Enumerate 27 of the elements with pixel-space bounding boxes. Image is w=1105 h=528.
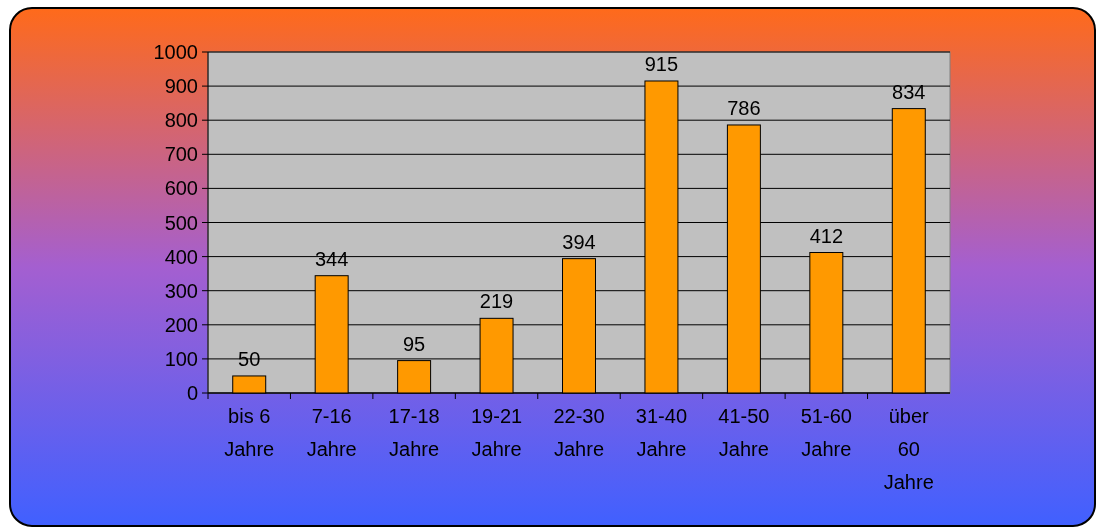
y-tick-label: 400 <box>164 245 198 268</box>
y-tick-label: 600 <box>164 177 198 200</box>
y-tick-label: 1000 <box>153 41 198 63</box>
data-label: 219 <box>479 290 514 313</box>
x-tick-label: 17-18 Jahre <box>388 405 440 460</box>
y-tick-label: 100 <box>164 347 198 370</box>
x-tick-label: bis 6 Jahre <box>224 405 275 460</box>
data-label: 394 <box>562 230 596 253</box>
data-label: 834 <box>892 80 926 103</box>
y-tick-label: 700 <box>164 143 198 166</box>
data-label: 412 <box>809 224 844 247</box>
y-tick-label: 200 <box>164 313 198 336</box>
y-tick-label: 800 <box>164 109 198 132</box>
x-tick-label: 7-16 Jahre <box>306 405 357 460</box>
y-tick-label: 900 <box>164 75 198 98</box>
y-tick-label: 500 <box>164 211 198 234</box>
x-tick-label: 51-60 Jahre <box>800 405 852 460</box>
x-tick-label: über 60 Jahre <box>883 405 934 493</box>
data-label: 786 <box>727 96 761 119</box>
x-tick-label: 22-30 Jahre <box>553 405 605 460</box>
x-tick-label: 31-40 Jahre <box>635 405 688 460</box>
x-tick-label: 41-50 Jahre <box>718 405 770 460</box>
y-tick-label: 300 <box>164 279 198 302</box>
y-tick-label: 0 <box>186 382 198 404</box>
data-label: 915 <box>644 52 679 75</box>
data-label: 95 <box>402 332 426 355</box>
x-tick-label: 19-21 Jahre <box>470 405 523 460</box>
